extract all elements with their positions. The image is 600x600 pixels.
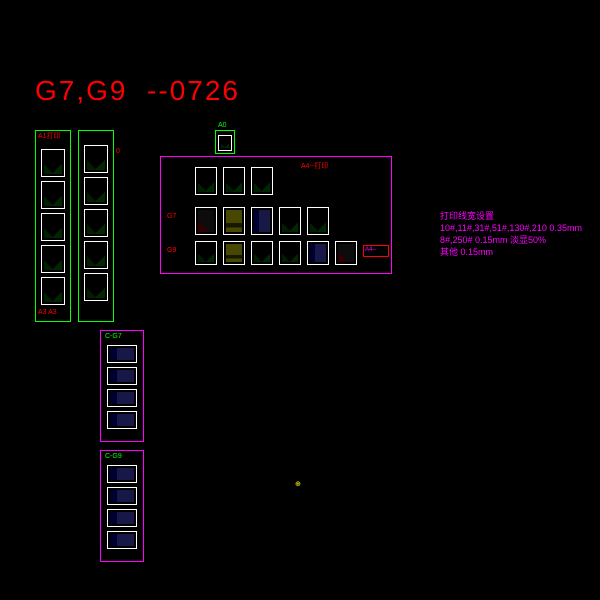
sheet-thumb: [107, 487, 137, 505]
sheet-thumb: [307, 207, 329, 235]
group-label: A1打印: [38, 133, 61, 140]
sheet-thumb: [107, 411, 137, 429]
sheet-thumb: [107, 509, 137, 527]
group-left-1: A1打印 A3 A3: [35, 130, 71, 322]
group-lower-1: C-G7: [100, 330, 144, 442]
group-lower-2: C-G9: [100, 450, 144, 562]
sheet-thumb: [41, 245, 65, 273]
origin-mark: ⊕: [295, 480, 301, 488]
sheet-thumb: [41, 277, 65, 305]
sheet-thumb: [279, 207, 301, 235]
sheet-thumb: [251, 241, 273, 265]
group-center-big: A4--打印 G7 G9 A4--: [160, 156, 392, 274]
sheet-thumb: [251, 167, 273, 195]
sheet-thumb: [218, 135, 232, 151]
note-line: 10#,11#,31#,51#,130#,210 0.35mm: [440, 222, 582, 234]
sheet-thumb: [84, 209, 108, 237]
sheet-thumb: [195, 241, 217, 265]
sheet-thumb: [84, 273, 108, 301]
note-line: 8#,250# 0.15mm 淡显50%: [440, 234, 582, 246]
sheet-thumb: [41, 181, 65, 209]
sheet-thumb: [107, 367, 137, 385]
sheet-thumb: [223, 207, 245, 235]
drawing-title: G7,G9 --0726: [35, 75, 240, 107]
center-small-label: A0: [218, 122, 227, 129]
sheet-thumb: [307, 241, 329, 265]
sheet-thumb: [223, 167, 245, 195]
side-label: 0: [116, 148, 120, 155]
group-left-2: [78, 130, 114, 322]
sheet-thumb: [107, 465, 137, 483]
print-settings-notes: 打印线宽设置 10#,11#,31#,51#,130#,210 0.35mm 8…: [440, 210, 582, 258]
sheet-thumb: [41, 149, 65, 177]
center-big-label: A4--打印: [301, 163, 328, 170]
sheet-thumb: [195, 167, 217, 195]
lower1-label: C-G7: [105, 333, 122, 340]
sheet-thumb: [84, 177, 108, 205]
sheet-thumb: [335, 241, 357, 265]
sheet-thumb: [41, 213, 65, 241]
sheet-thumb: [107, 531, 137, 549]
sheet-thumb: [84, 241, 108, 269]
note-line: 打印线宽设置: [440, 210, 582, 222]
sheet-thumb: [84, 145, 108, 173]
sheet-thumb: [107, 345, 137, 363]
group-center-small: [215, 130, 235, 154]
cad-canvas: G7,G9 --0726 A1打印 A3 A3 0 A0 A4--打印 G7 G…: [0, 0, 600, 600]
note-line: 其他 0.15mm: [440, 246, 582, 258]
tag-a4-text: A4--: [365, 247, 376, 253]
sheet-thumb: [107, 389, 137, 407]
sheet-thumb: [195, 207, 217, 235]
tag-a4: A4--: [363, 245, 389, 257]
sheet-thumb: [279, 241, 301, 265]
group-sublabel: A3 A3: [38, 309, 57, 316]
sheet-thumb: [223, 241, 245, 265]
sheet-thumb: [251, 207, 273, 235]
lower2-label: C-G9: [105, 453, 122, 460]
row-label-g7: G7: [167, 213, 176, 220]
row-label-g9: G9: [167, 247, 176, 254]
